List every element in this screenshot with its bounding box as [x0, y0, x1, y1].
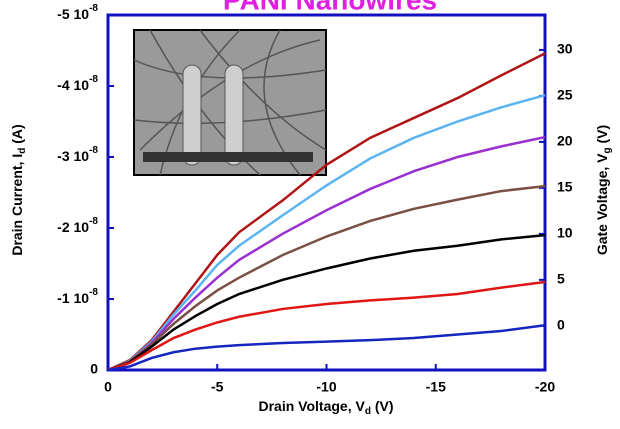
x-tick-label: -5 — [211, 379, 224, 395]
y-tick-label-exponent: -8 — [89, 3, 98, 14]
y2-tick-label: 30 — [557, 41, 573, 57]
y-tick-label-exponent: -8 — [89, 216, 98, 227]
y-tick-label-exponent: -8 — [89, 287, 98, 298]
x-tick-label: -10 — [316, 379, 336, 395]
y-tick-label-exponent: -8 — [89, 145, 98, 156]
y-tick-label: 0 — [90, 361, 98, 377]
x-tick-label: -15 — [426, 379, 446, 395]
y-tick-label-base: -3 10 — [57, 148, 89, 164]
y-tick-label-base: -1 10 — [57, 290, 89, 306]
x-tick-label: 0 — [104, 379, 112, 395]
y2-tick-label: 10 — [557, 225, 573, 241]
y-tick-label-base: -4 10 — [57, 77, 89, 93]
y-tick-label: -2 10-8 — [57, 216, 98, 235]
series-line — [107, 324, 546, 372]
y2-tick-label: 5 — [557, 271, 565, 287]
chart-title: PANI Nanowires — [223, 0, 437, 15]
y-tick-label: -5 10-8 — [57, 3, 98, 22]
series-line — [107, 233, 546, 372]
series-line — [107, 135, 546, 372]
y2-tick-label: 0 — [557, 317, 565, 333]
inset-image — [133, 29, 327, 176]
y2-tick-label: 20 — [557, 133, 573, 149]
y2-tick-label: 25 — [557, 87, 573, 103]
series-line — [107, 184, 546, 372]
y-tick-label: -1 10-8 — [57, 287, 98, 306]
y-axis-label: Drain Current, Id (A) — [9, 124, 28, 255]
series-line — [107, 94, 546, 372]
y-tick-label-base: -2 10 — [57, 219, 89, 235]
y-tick-label: -3 10-8 — [57, 145, 98, 164]
y-tick-label-base: -5 10 — [57, 6, 89, 22]
y-tick-label: -4 10-8 — [57, 74, 98, 93]
y2-axis-label: Gate Voltage, Vg (V) — [594, 125, 613, 255]
x-axis-label: Drain Voltage, Vd (V) — [259, 398, 394, 417]
y2-tick-label: 15 — [557, 179, 573, 195]
x-tick-label: -20 — [535, 379, 555, 395]
y-tick-label-exponent: -8 — [89, 74, 98, 85]
series-line — [107, 280, 546, 372]
